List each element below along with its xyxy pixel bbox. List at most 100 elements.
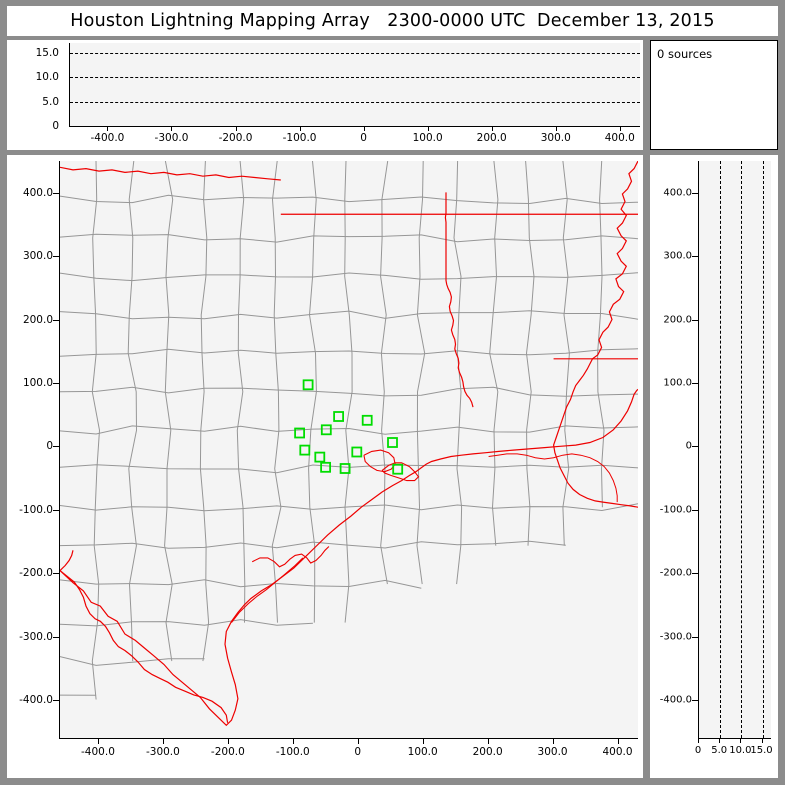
y-tick xyxy=(53,256,60,258)
y-tick xyxy=(692,446,698,448)
y-tick-label: 0 xyxy=(685,440,692,452)
map-plot-area[interactable] xyxy=(59,161,638,739)
sources-count-label: 0 sources xyxy=(657,47,713,61)
lma-station-marker xyxy=(387,437,398,448)
lma-station-marker xyxy=(339,463,351,474)
county-borders xyxy=(60,161,638,700)
x-tick-label: 400.0 xyxy=(604,132,635,144)
y-tick xyxy=(53,636,60,638)
x-tick xyxy=(427,126,429,131)
x-tick xyxy=(619,126,621,131)
y-tick-label: 100.0 xyxy=(663,377,692,389)
y-tick xyxy=(53,192,60,194)
lma-station-marker xyxy=(320,461,332,473)
x-tick-label: 5.0 xyxy=(711,745,728,756)
y-tick xyxy=(692,636,698,638)
lma-station-marker xyxy=(351,446,363,458)
x-tick xyxy=(555,126,557,131)
plan-view-map-panel: -400.0 -300.0 -200.0 -100.0 0 100.0 200.0 300.0… xyxy=(7,155,643,778)
x-tick xyxy=(171,126,173,131)
lma-station-marker xyxy=(299,444,311,456)
y-tick xyxy=(53,573,60,575)
x-tick xyxy=(552,738,554,744)
x-tick-label: -400.0 xyxy=(81,746,115,758)
y-tick-label: 0 xyxy=(46,440,53,453)
x-tick xyxy=(487,738,489,744)
gridline xyxy=(741,161,743,738)
x-tick xyxy=(299,126,301,131)
gridline xyxy=(70,52,640,54)
gridline xyxy=(762,161,764,738)
time-altitude-x-axis: -400.0 -300.0 -200.0 -100.0 0 100.0 200.0 300.0… xyxy=(69,126,639,150)
x-tick xyxy=(617,738,619,744)
y-tick-label: 300.0 xyxy=(22,250,53,263)
x-tick-label: 10.0 xyxy=(729,745,752,756)
y-tick xyxy=(53,319,60,321)
y-tick-label: 0 xyxy=(52,120,59,132)
x-tick-label: 100.0 xyxy=(407,746,438,758)
x-tick-label: -100.0 xyxy=(282,132,317,144)
time-altitude-plot-area[interactable] xyxy=(69,43,640,127)
y-tick-label: -100.0 xyxy=(659,504,692,516)
y-tick-label: 200.0 xyxy=(663,314,692,326)
y-tick-label: -400.0 xyxy=(659,694,692,706)
x-tick xyxy=(162,738,164,744)
gridline xyxy=(720,161,722,738)
altitude-histogram-panel: 0 5.0 10.0 15.0 400.0 300.0 200.0 100.0 0 -100.0… xyxy=(650,155,778,778)
x-tick xyxy=(357,738,359,744)
x-tick xyxy=(292,738,294,744)
gridline xyxy=(70,101,640,103)
y-tick-label: 5.0 xyxy=(42,95,59,108)
x-tick-label: -400.0 xyxy=(90,132,125,144)
lma-station-marker xyxy=(294,427,306,439)
x-tick xyxy=(491,126,493,131)
y-tick-label: 400.0 xyxy=(663,187,692,199)
x-tick-label: -300.0 xyxy=(145,746,180,758)
lma-station-marker xyxy=(333,411,345,422)
x-tick-label: 200.0 xyxy=(476,132,507,144)
lma-station-marker xyxy=(302,379,314,391)
x-tick xyxy=(761,738,763,743)
y-tick xyxy=(53,699,60,701)
x-tick-label: 400.0 xyxy=(602,746,633,758)
lma-station-marker xyxy=(314,451,326,463)
x-tick-label: 0 xyxy=(360,132,367,144)
gridline xyxy=(70,77,640,79)
y-tick xyxy=(692,509,698,511)
state-borders xyxy=(60,161,638,727)
x-tick-label: 0 xyxy=(354,746,362,758)
x-tick-label: -300.0 xyxy=(154,132,189,144)
y-tick-label: 10.0 xyxy=(35,71,59,84)
x-tick-label: 15.0 xyxy=(750,745,773,756)
y-tick xyxy=(53,382,60,384)
x-tick-label: -100.0 xyxy=(275,746,310,758)
y-tick-label: 300.0 xyxy=(663,250,692,262)
x-tick-label: 300.0 xyxy=(540,132,571,144)
map-x-axis: -400.0 -300.0 -200.0 -100.0 0 100.0 200.0 300.0… xyxy=(59,738,637,764)
y-tick-label: 400.0 xyxy=(22,186,53,199)
x-tick-label: 300.0 xyxy=(537,746,568,758)
lma-station-marker xyxy=(361,414,373,426)
y-tick xyxy=(53,446,60,448)
y-tick xyxy=(692,192,698,194)
y-tick-label: -200.0 xyxy=(19,567,53,580)
page-title: Houston Lightning Mapping Array 2300-000… xyxy=(70,11,715,31)
x-tick-label: 200.0 xyxy=(472,746,503,758)
y-tick xyxy=(692,319,698,321)
map-geography xyxy=(60,161,638,727)
x-tick xyxy=(719,738,721,743)
y-tick-label: -200.0 xyxy=(659,567,692,579)
lma-station-marker xyxy=(320,424,332,436)
time-altitude-y-axis: 0 5.0 10.0 15.0 xyxy=(7,40,67,132)
altitude-x-axis: 0 5.0 10.0 15.0 xyxy=(695,738,773,764)
y-tick-label: -300.0 xyxy=(19,630,53,643)
y-tick-label: 200.0 xyxy=(22,313,53,326)
x-tick-label: -200.0 xyxy=(210,746,245,758)
time-altitude-panel: 0 5.0 10.0 15.0 -400.0 -300.0 -200.0 -100.0 0 10… xyxy=(7,40,643,150)
y-tick-label: 15.0 xyxy=(35,46,59,59)
x-tick xyxy=(363,126,365,131)
y-tick-label: -300.0 xyxy=(659,631,692,643)
altitude-plot-area[interactable] xyxy=(698,161,771,739)
x-tick xyxy=(235,126,237,131)
